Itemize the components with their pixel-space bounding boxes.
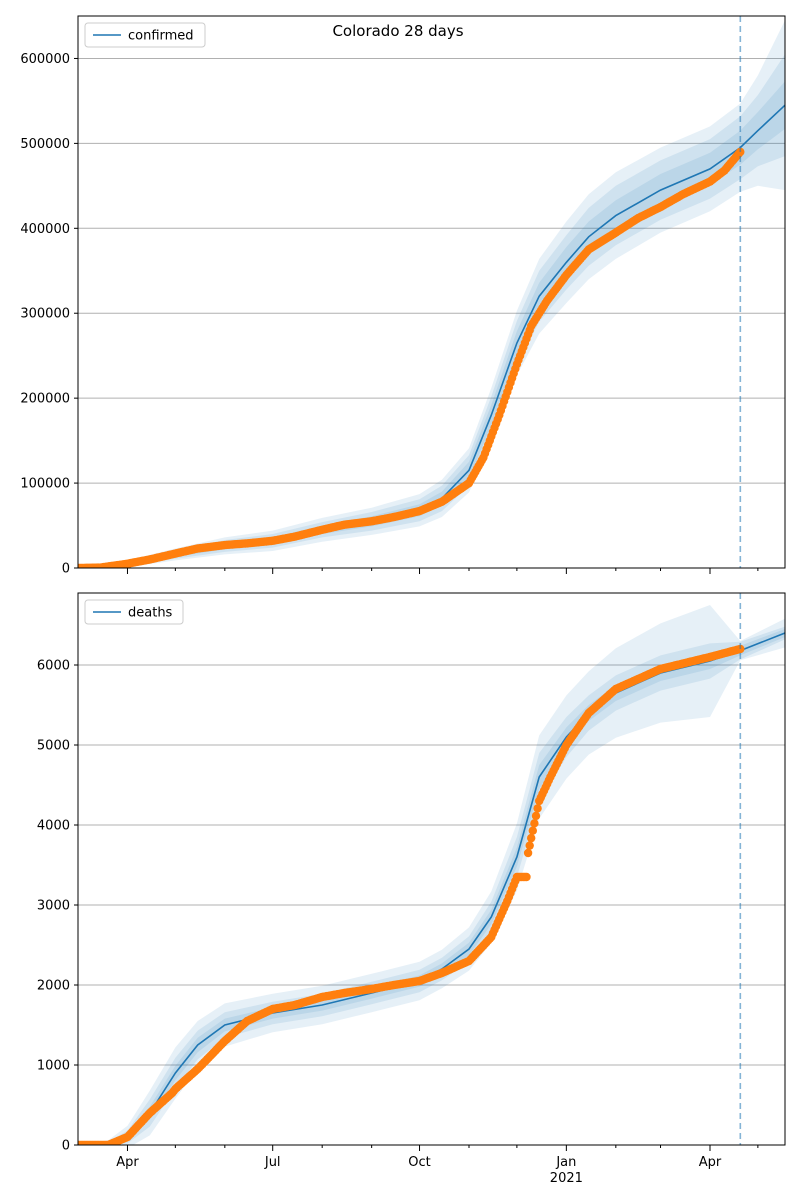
x-tick-label: Apr <box>116 1155 139 1170</box>
y-tick-label: 0 <box>62 562 70 577</box>
observed-point <box>533 804 542 813</box>
observed-point <box>522 872 531 882</box>
axes-frame <box>77 592 786 1146</box>
legend: deaths <box>84 599 184 625</box>
y-tick-label: 2000 <box>37 979 70 994</box>
y-tick-label: 500000 <box>20 137 70 152</box>
observed-point <box>527 833 536 843</box>
uncertainty-band <box>78 20 785 568</box>
legend: confirmed <box>84 22 206 48</box>
legend-box <box>84 599 184 625</box>
plot-area <box>78 20 785 568</box>
y-tick-label: 3000 <box>37 899 70 914</box>
y-tick-label: 1000 <box>37 1059 70 1074</box>
panel-confirmed: 0 100000 200000 300000 400000 500000 600000 con… <box>20 15 786 577</box>
axes-frame <box>77 15 786 569</box>
plot-area <box>78 605 785 1145</box>
x-tick-label: Apr <box>699 1155 722 1170</box>
legend-label: confirmed <box>128 29 194 44</box>
legend-label: deaths <box>128 606 173 621</box>
x-tick-label: Jul <box>264 1155 281 1170</box>
x-tick-sublabel: 2021 <box>550 1171 583 1186</box>
panel-deaths: 0 1000 2000 3000 4000 5000 6000 Apr Jul Oct Jan202… <box>37 592 786 1186</box>
y-tick-label: 200000 <box>20 392 70 407</box>
x-tick-label: Oct <box>408 1155 430 1170</box>
y-tick-label: 4000 <box>37 819 70 834</box>
observed-point <box>530 819 539 828</box>
y-tick-label: 300000 <box>20 307 70 322</box>
y-tick-label: 6000 <box>37 659 70 674</box>
y-tick-label: 5000 <box>37 739 70 754</box>
x-tick-label: Jan <box>555 1155 576 1170</box>
observed-point <box>525 841 534 850</box>
figure-title: Colorado 28 days <box>332 22 463 40</box>
uncertainty-band <box>78 605 785 1145</box>
legend-box <box>84 22 206 48</box>
observed-point <box>528 826 537 835</box>
y-tick-label: 0 <box>62 1139 70 1154</box>
y-tick-label: 600000 <box>20 52 70 67</box>
y-tick-label: 100000 <box>20 477 70 492</box>
observed-point <box>523 848 533 858</box>
observed-point <box>531 811 541 821</box>
y-tick-label: 400000 <box>20 222 70 237</box>
